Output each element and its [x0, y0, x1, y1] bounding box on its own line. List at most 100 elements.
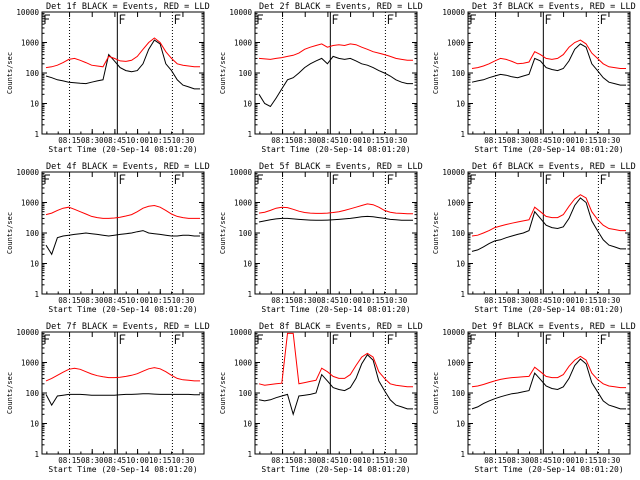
x-tick-label: 10:15	[149, 296, 172, 305]
panel-title: Det 8f BLACK = Events, RED = LLD	[259, 322, 423, 332]
marker-flag	[257, 174, 263, 184]
x-tick-label: 08:45	[104, 296, 127, 305]
series-events-line	[471, 197, 626, 252]
y-tick-label: 10000	[229, 8, 252, 17]
marker-flag	[174, 14, 181, 24]
panel-title: Det 6f BLACK = Events, RED = LLD	[472, 162, 636, 172]
y-tick-label: 10	[456, 100, 466, 109]
x-axis-label: Start Time (20-Sep-14 08:01:20)	[474, 145, 623, 154]
x-tick-label: 10:30	[172, 136, 195, 145]
marker-flag	[44, 174, 50, 184]
x-tick-label: 08:30	[81, 136, 104, 145]
y-tick-label: 10000	[229, 168, 252, 177]
y-axis-label: Counts/sec	[6, 212, 14, 254]
y-tick-label: 1	[34, 290, 39, 299]
panel-6: Det 6f BLACK = Events, RED = LLD 1 10 100 10…	[432, 162, 636, 314]
x-tick-label: 08:30	[507, 296, 530, 305]
marker-flag	[174, 174, 181, 184]
x-tick-label: 10:30	[172, 296, 195, 305]
y-axis-label: Counts/sec	[432, 212, 440, 254]
marker-flag	[257, 334, 263, 344]
x-tick-label: 10:30	[598, 456, 621, 465]
panel-5: Det 5f BLACK = Events, RED = LLD 1 10 100 10…	[219, 162, 423, 314]
x-tick-label: 10:30	[385, 296, 408, 305]
x-tick-label: 08:30	[507, 456, 530, 465]
x-tick-label: 08:45	[530, 456, 553, 465]
series-lld-line	[258, 203, 413, 215]
x-tick-label: 10:30	[385, 456, 408, 465]
y-tick-label: 1	[247, 130, 252, 139]
x-tick-label: 08:45	[317, 296, 340, 305]
series-lld-line	[45, 367, 200, 382]
panel-title: Det 1f BLACK = Events, RED = LLD	[46, 2, 210, 12]
y-tick-label: 100	[451, 229, 465, 238]
y-tick-label: 10000	[16, 328, 39, 337]
marker-flag	[332, 334, 339, 344]
panel-2: Det 2f BLACK = Events, RED = LLD 1 10 100 10…	[219, 2, 423, 154]
y-tick-label: 1000	[234, 39, 253, 48]
plot-frame	[41, 171, 205, 295]
plot-frame	[467, 11, 631, 135]
y-tick-label: 10000	[442, 328, 465, 337]
x-tick-label: 10:30	[598, 136, 621, 145]
x-axis-label: Start Time (20-Sep-14 08:01:20)	[48, 465, 197, 474]
y-tick-label: 1000	[234, 359, 253, 368]
x-tick-label: 10:00	[126, 296, 149, 305]
panel-title: Det 9f BLACK = Events, RED = LLD	[472, 322, 636, 332]
x-tick-label: 08:15	[271, 456, 294, 465]
marker-flag	[119, 14, 126, 24]
x-axis-label: Start Time (20-Sep-14 08:01:20)	[261, 305, 410, 314]
x-tick-label: 08:30	[81, 296, 104, 305]
marker-flag	[387, 14, 394, 24]
y-tick-label: 1000	[21, 39, 40, 48]
y-tick-label: 10000	[16, 8, 39, 17]
series-lld-line	[45, 37, 200, 69]
marker-flag	[174, 334, 181, 344]
x-tick-label: 08:30	[294, 456, 317, 465]
x-tick-label: 10:00	[126, 136, 149, 145]
plot-frame	[254, 171, 418, 295]
series-events-line	[258, 215, 413, 223]
marker-flag	[44, 334, 50, 344]
x-tick-label: 10:00	[339, 136, 362, 145]
y-tick-label: 100	[25, 69, 39, 78]
x-tick-label: 10:00	[552, 136, 575, 145]
y-tick-label: 1	[34, 130, 39, 139]
x-tick-label: 08:15	[271, 136, 294, 145]
marker-flag	[470, 174, 476, 184]
y-tick-label: 1000	[447, 39, 466, 48]
panel-title: Det 2f BLACK = Events, RED = LLD	[259, 2, 423, 12]
panel-title: Det 7f BLACK = Events, RED = LLD	[46, 322, 210, 332]
x-tick-label: 08:15	[484, 456, 507, 465]
y-tick-label: 100	[238, 229, 252, 238]
x-tick-label: 10:15	[149, 136, 172, 145]
y-tick-label: 100	[238, 389, 252, 398]
x-axis-label: Start Time (20-Sep-14 08:01:20)	[48, 305, 197, 314]
marker-flag	[387, 174, 394, 184]
y-tick-label: 10	[30, 100, 40, 109]
x-axis-label: Start Time (20-Sep-14 08:01:20)	[474, 465, 623, 474]
x-tick-label: 08:15	[58, 456, 81, 465]
y-axis-label: Counts/sec	[219, 52, 227, 94]
x-tick-label: 08:15	[484, 296, 507, 305]
x-tick-label: 10:00	[552, 296, 575, 305]
y-axis-label: Counts/sec	[6, 372, 14, 414]
y-tick-label: 1	[460, 290, 465, 299]
y-tick-label: 1	[460, 130, 465, 139]
panel-3: Det 3f BLACK = Events, RED = LLD 1 10 100 10…	[432, 2, 636, 154]
y-axis-label: Counts/sec	[432, 52, 440, 94]
x-tick-label: 08:15	[58, 296, 81, 305]
y-tick-label: 1	[460, 450, 465, 459]
marker-flag	[332, 174, 339, 184]
x-tick-label: 10:15	[575, 136, 598, 145]
y-tick-label: 10000	[442, 168, 465, 177]
x-tick-label: 08:45	[104, 136, 127, 145]
y-tick-label: 100	[451, 389, 465, 398]
y-tick-label: 10	[30, 260, 40, 269]
x-tick-label: 08:30	[507, 136, 530, 145]
marker-flag	[257, 14, 263, 24]
x-tick-label: 10:15	[362, 456, 385, 465]
y-tick-label: 10000	[16, 168, 39, 177]
plot-frame	[467, 171, 631, 295]
